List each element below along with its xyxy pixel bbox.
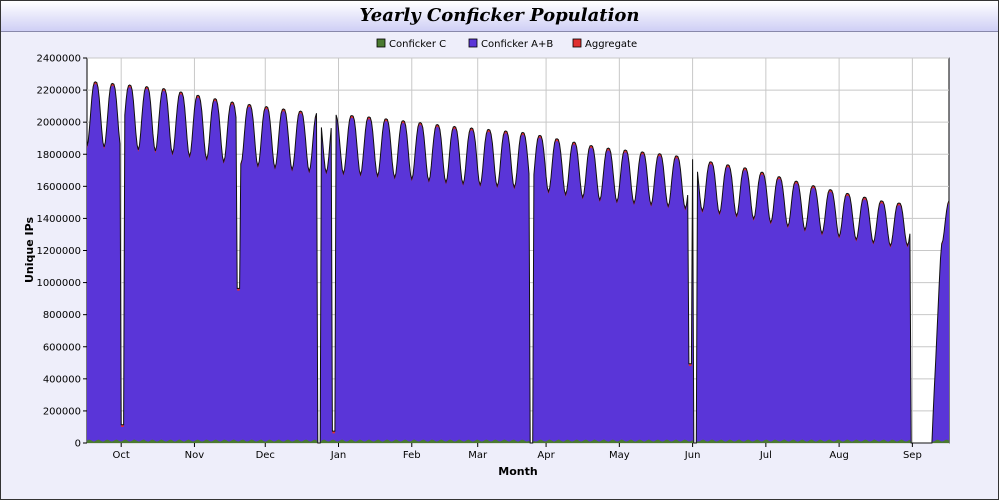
legend-swatch xyxy=(572,38,582,48)
x-tick-label: Aug xyxy=(829,450,849,461)
legend-label: Conficker C xyxy=(389,39,446,50)
y-tick-label: 1200000 xyxy=(36,246,81,257)
y-axis-title: Unique IPs xyxy=(23,217,36,283)
x-tick-label: Apr xyxy=(537,450,555,461)
y-tick-label: 2400000 xyxy=(36,54,81,65)
x-tick-label: Jan xyxy=(330,450,346,461)
x-tick-label: Jun xyxy=(684,450,701,461)
x-tick-label: May xyxy=(609,450,630,461)
y-tick-label: 1800000 xyxy=(36,150,81,161)
x-tick-label: Dec xyxy=(256,450,275,461)
y-tick-label: 800000 xyxy=(43,310,81,321)
series-areas xyxy=(86,81,950,444)
y-tick-label: 2000000 xyxy=(36,118,81,129)
x-tick-label: Oct xyxy=(113,450,130,461)
series-outline xyxy=(86,81,950,444)
chart-title: Yearly Conficker Population xyxy=(359,5,640,26)
x-axis: Oct Nov Dec Jan Feb Mar Apr May Jun Jul Aug Sep xyxy=(113,443,922,461)
y-tick-label: 200000 xyxy=(43,406,81,417)
series-area-conficker-c xyxy=(87,439,949,443)
x-axis-title: Month xyxy=(498,465,537,478)
y-axis: 0 200000 400000 600000 800000 1000000 1200000 1… xyxy=(36,54,87,450)
y-tick-label: 600000 xyxy=(43,342,81,353)
x-tick-label: Nov xyxy=(185,450,205,461)
series-area-conficker-ab xyxy=(87,84,949,443)
x-tick-label: Sep xyxy=(903,450,922,461)
x-tick-label: Mar xyxy=(468,450,488,461)
y-tick-label: 1600000 xyxy=(36,182,81,193)
y-tick-label: 0 xyxy=(75,439,81,450)
x-tick-label: Jul xyxy=(759,450,772,461)
legend-label: Aggregate xyxy=(585,39,637,50)
legend-label: Conficker A+B xyxy=(481,39,553,50)
legend-swatch xyxy=(376,38,386,48)
legend-swatch xyxy=(468,38,478,48)
y-tick-label: 1000000 xyxy=(36,278,81,289)
y-tick-label: 400000 xyxy=(43,374,81,385)
y-tick-label: 2200000 xyxy=(36,86,81,97)
legend: Conficker C Conficker A+B Aggregate xyxy=(376,38,637,50)
x-tick-label: Feb xyxy=(403,450,421,461)
y-tick-label: 1400000 xyxy=(36,214,81,225)
chart-title-bar: Yearly Conficker Population xyxy=(1,1,998,32)
